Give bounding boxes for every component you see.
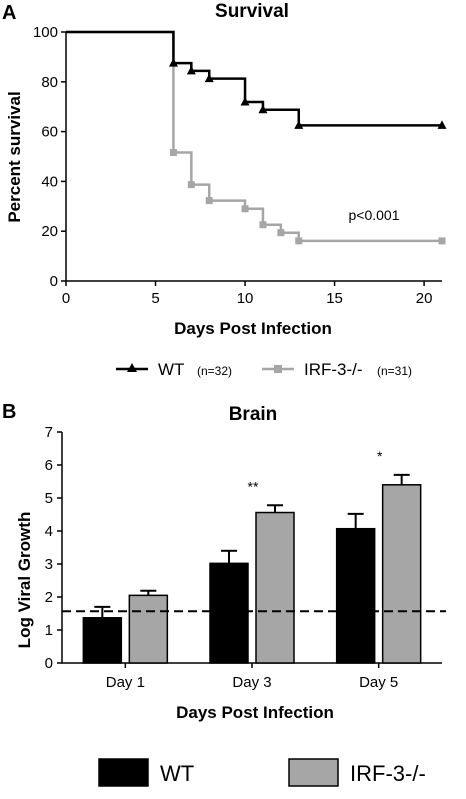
survival-y-axis-label: Percent survival — [5, 91, 24, 222]
brain-bar-irf3 — [381, 484, 422, 664]
survival-curve-irf3 — [66, 30, 442, 243]
survival-point-irf3 — [259, 221, 267, 229]
survival-legend: WT (n=32) IRF-3-/- (n=31) — [116, 360, 412, 379]
survival-point-irf3 — [187, 181, 195, 189]
survival-x-axis-label: Days Post Infection — [174, 319, 332, 338]
survival-point-irf3 — [205, 197, 213, 205]
significance-marker: ** — [248, 478, 259, 494]
survival-x-tick-label: 0 — [62, 290, 70, 307]
brain-y-tick-label: 1 — [45, 622, 53, 639]
legend-wt-label: WT — [158, 360, 184, 379]
survival-x-tick-label: 15 — [326, 290, 343, 307]
brain-bar-wt — [209, 562, 249, 664]
survival-y-tick-label: 80 — [41, 74, 58, 91]
brain-bar-irf3 — [128, 594, 169, 664]
legend-irf3-marker — [274, 365, 282, 373]
significance-marker: * — [377, 448, 383, 464]
brain-y-tick-label: 4 — [45, 523, 53, 540]
survival-point-irf3 — [241, 205, 249, 213]
survival-y-tick-label: 40 — [41, 173, 58, 190]
survival-y-tick-label: 0 — [50, 273, 58, 290]
brain-legend: WT IRF-3-/- — [98, 758, 426, 787]
survival-point-wt — [186, 65, 196, 75]
survival-title: Survival — [215, 1, 289, 22]
survival-point-irf3 — [169, 149, 177, 157]
panel-a-label: A — [2, 2, 16, 24]
legend-b-irf3-label: IRF-3-/- — [350, 761, 426, 786]
survival-y-tick-label: 60 — [41, 124, 58, 141]
legend-wt-n: (n=32) — [197, 364, 232, 378]
brain-y-tick-label: 6 — [45, 457, 53, 474]
survival-point-wt — [168, 58, 178, 67]
survival-point-wt — [204, 73, 214, 83]
survival-point-wt — [437, 120, 447, 129]
brain-x-axis-label: Days Post Infection — [176, 703, 334, 722]
panel-b-label: B — [2, 401, 16, 423]
brain-y-tick-label: 7 — [45, 424, 53, 441]
survival-x-tick-label: 20 — [416, 290, 433, 307]
brain-category-label: Day 3 — [232, 674, 271, 691]
survival-point-wt — [258, 104, 268, 114]
legend-irf3-label: IRF-3-/- — [304, 360, 363, 379]
brain-y-tick-label: 2 — [45, 589, 53, 606]
survival-point-irf3 — [438, 237, 446, 245]
brain-bar-irf3 — [255, 511, 295, 664]
survival-x-tick-label: 10 — [237, 290, 254, 307]
legend-b-wt-swatch — [98, 758, 149, 787]
p-value-annotation: p<0.001 — [349, 207, 400, 223]
survival-point-wt — [240, 96, 250, 106]
survival-y-tick-label: 100 — [33, 24, 58, 41]
survival-x-tick-label: 5 — [151, 290, 159, 307]
brain-bar-wt — [335, 527, 376, 664]
legend-b-wt-label: WT — [160, 761, 194, 786]
brain-y-tick-label: 0 — [45, 655, 53, 672]
brain-bar-wt — [82, 617, 123, 664]
legend-b-irf3-swatch — [288, 758, 339, 787]
brain-y-tick-label: 3 — [45, 556, 53, 573]
brain-y-axis-label: Log Viral Growth — [15, 512, 34, 649]
survival-curve-wt — [66, 30, 442, 127]
brain-y-tick-label: 5 — [45, 490, 53, 507]
brain-title: Brain — [229, 404, 278, 425]
survival-y-tick-label: 20 — [41, 223, 58, 240]
legend-irf3-n: (n=31) — [377, 364, 412, 378]
survival-point-wt — [294, 120, 304, 129]
legend-wt-marker — [127, 363, 137, 372]
brain-category-label: Day 1 — [106, 674, 145, 691]
brain-category-label: Day 5 — [359, 674, 398, 691]
survival-point-irf3 — [277, 229, 285, 237]
survival-point-irf3 — [295, 237, 303, 245]
